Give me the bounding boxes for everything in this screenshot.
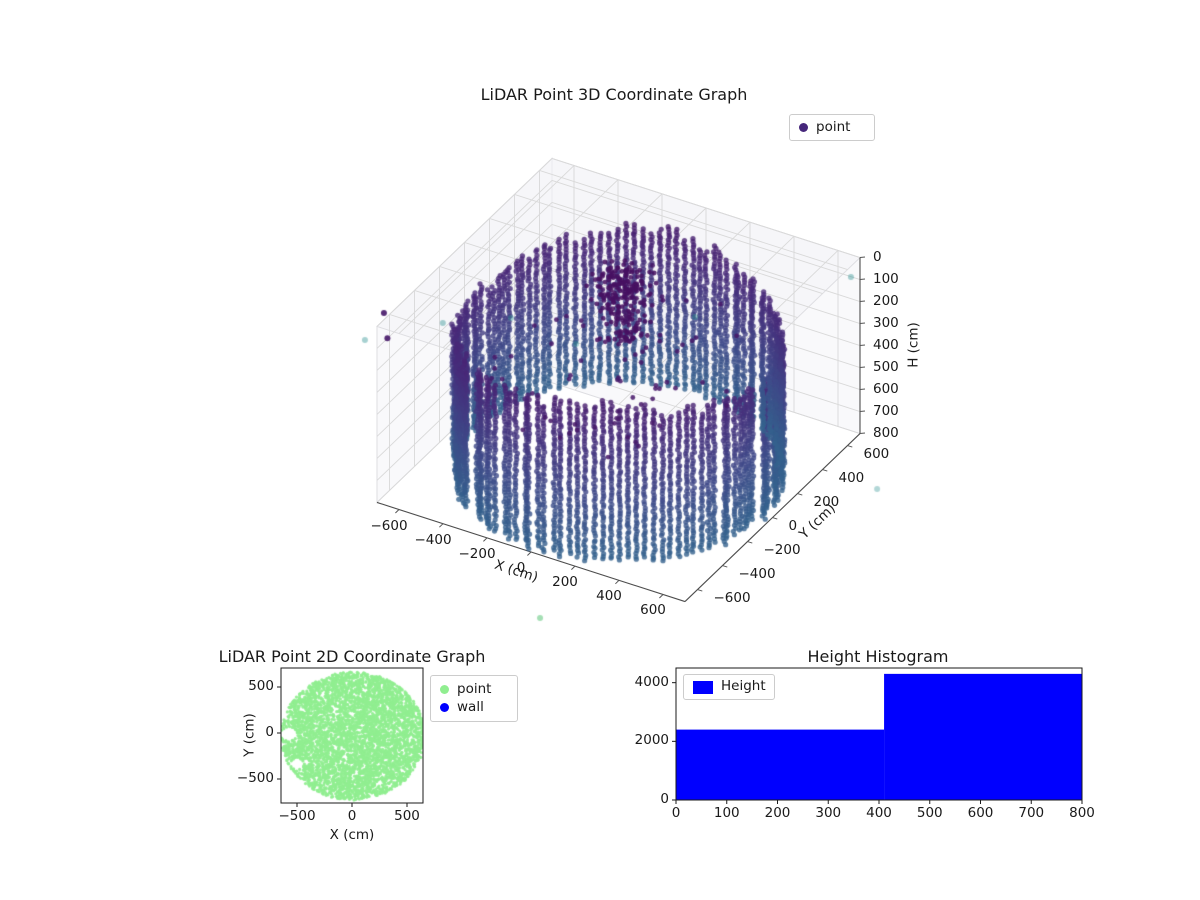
chart-3d-legend: point [789,114,875,141]
tick-label-3d-h: 200 [873,292,899,309]
tick-label-3d-h: 500 [873,358,899,375]
histogram-legend: Height [683,674,775,700]
chart-2d-title: LiDAR Point 2D Coordinate Graph [218,647,486,666]
tick-label-hist-y: 2000 [634,732,669,749]
tick-label-3d-y: −400 [738,565,776,582]
chart-2d-legend: point wall [430,675,518,722]
tick-label-3d-y: 600 [863,445,890,462]
legend-label: Height [721,678,766,695]
chart-2d-ylabel: Y (cm) [241,713,258,757]
tick-label-2d-y: −500 [236,770,274,786]
legend-entry-height: Height [693,678,766,695]
legend-label: point [457,681,492,697]
tick-label-2d-y: 500 [248,678,274,694]
wall-marker-icon [440,702,449,712]
tick-label-hist-x: 600 [967,805,994,821]
legend-entry-wall: wall [440,698,508,715]
legend-label: point [816,118,851,135]
chart-3d-hlabel: H (cm) [905,322,922,368]
legend-entry-point: point [440,681,508,697]
histogram-title: Height Histogram [807,647,949,666]
tick-label-3d-y: 0 [788,517,798,534]
tick-label-hist-y: 4000 [634,673,669,690]
point-marker-icon [440,685,449,695]
tick-label-hist-x: 400 [866,805,892,821]
tick-label-3d-x: 600 [640,602,666,619]
tick-label-3d-h: 700 [873,402,899,419]
tick-label-hist-x: 100 [713,805,740,821]
tick-label-3d-h: 400 [873,336,899,353]
legend-label: wall [457,698,484,715]
tick-label-3d-h: 800 [873,424,899,441]
tick-label-2d-y: 0 [265,724,274,740]
point-marker-icon [799,123,808,132]
tick-label-3d-h: 0 [873,248,882,265]
tick-label-hist-y: 0 [660,791,669,807]
chart-3d-title: LiDAR Point 3D Coordinate Graph [480,85,748,104]
tick-label-hist-x: 700 [1018,805,1045,821]
tick-label-hist-x: 800 [1069,805,1095,821]
tick-label-2d-x: 0 [347,808,357,824]
tick-label-3d-y: 400 [838,469,865,486]
tick-label-3d-x: −400 [414,531,452,548]
tick-label-3d-x: 400 [596,588,622,605]
tick-label-3d-x: 200 [552,574,578,591]
tick-label-hist-x: 200 [764,805,791,821]
tick-label-3d-h: 600 [873,380,899,397]
tick-label-3d-y: −600 [713,589,751,606]
tick-label-hist-x: 300 [815,805,842,821]
tick-label-3d-x: −200 [458,545,496,562]
tick-label-3d-x: −600 [370,517,408,534]
tick-label-3d-h: 100 [873,270,899,287]
tick-label-2d-x: −500 [278,808,316,824]
chart-2d-xlabel: X (cm) [329,827,375,843]
tick-label-3d-x: 0 [516,560,526,576]
tick-label-hist-x: 500 [916,805,943,821]
height-patch-icon [693,680,713,694]
tick-label-3d-h: 300 [873,314,899,331]
tick-label-2d-x: 500 [394,808,420,824]
tick-label-3d-y: 200 [813,493,840,510]
tick-label-3d-y: −200 [763,541,801,558]
tick-label-hist-x: 0 [671,805,681,821]
legend-entry-point: point [799,118,865,135]
